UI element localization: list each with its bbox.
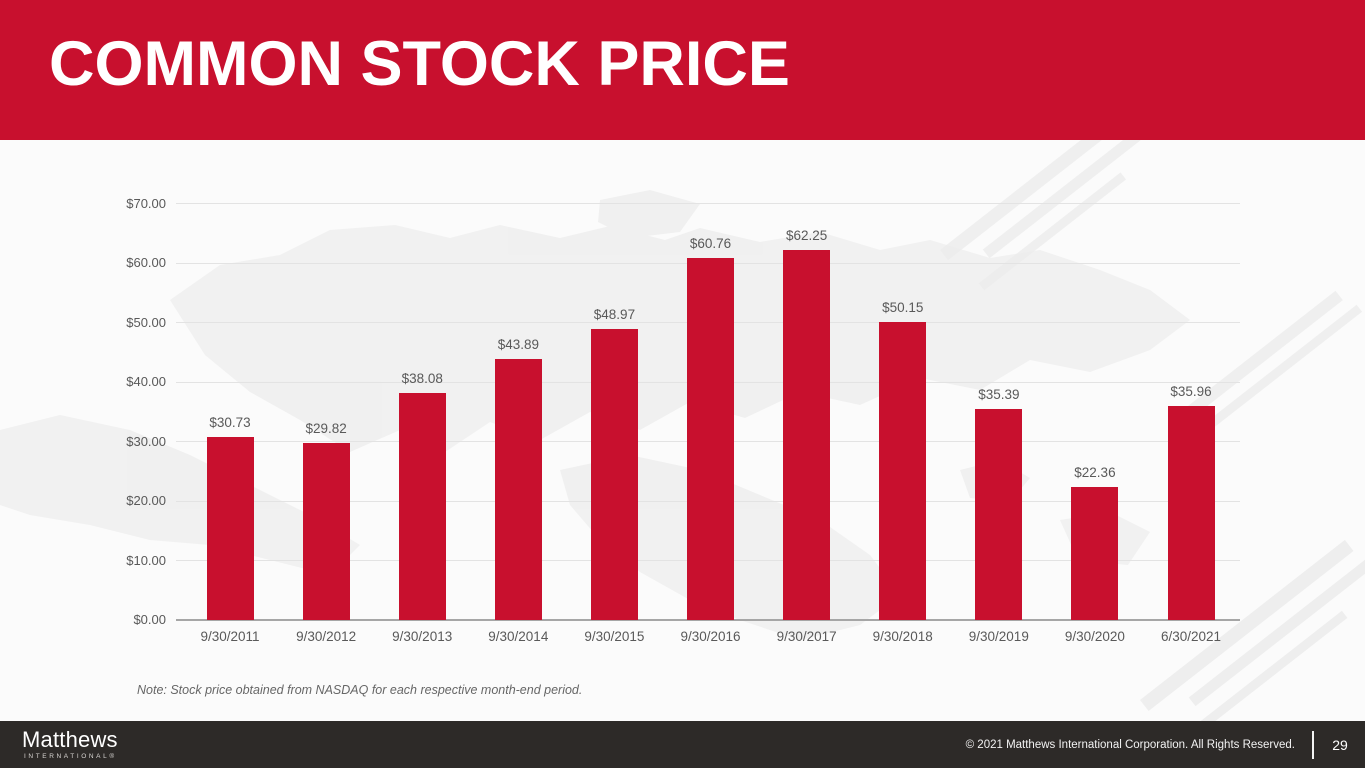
- x-tick-label: 9/30/2019: [968, 629, 1029, 644]
- bar-value-label: $43.89: [497, 336, 539, 352]
- y-tick-label: $0.00: [133, 612, 166, 627]
- y-tick-label: $60.00: [126, 255, 166, 270]
- y-tick-label: $40.00: [126, 374, 166, 389]
- bar: [302, 442, 350, 620]
- bar-value-label: $62.25: [785, 227, 828, 243]
- bar: [783, 249, 831, 620]
- x-tick-label: 9/30/2011: [200, 629, 260, 644]
- gridline: [176, 203, 1240, 204]
- footer-divider: [1312, 730, 1314, 759]
- slide-header: COMMON STOCK PRICE: [0, 0, 1365, 140]
- y-tick-label: $50.00: [126, 314, 166, 330]
- bar: [206, 437, 254, 620]
- copyright-text: © 2021 Matthews International Corporatio…: [965, 738, 1295, 751]
- bar-value-label: $48.97: [593, 306, 636, 322]
- x-tick-label: 9/30/2018: [872, 629, 933, 644]
- chart-note: Note: Stock price obtained from NASDAQ f…: [137, 683, 583, 697]
- bar: [975, 409, 1023, 620]
- bar-value-label: $35.96: [1170, 384, 1212, 400]
- bar-value-label: $60.76: [689, 236, 732, 252]
- x-tick-label: 9/30/2013: [392, 629, 453, 644]
- logo-wordmark: Matthews: [22, 726, 118, 752]
- bar-value-label: $50.15: [882, 299, 924, 315]
- y-tick-label: $20.00: [126, 493, 166, 508]
- bar-value-label: $29.82: [305, 420, 347, 436]
- x-axis-line: [176, 619, 1240, 621]
- page-number: 29: [1332, 736, 1348, 753]
- bar: [879, 321, 927, 620]
- page-title: COMMON STOCK PRICE: [49, 29, 790, 99]
- bar: [1071, 486, 1119, 620]
- matthews-logo: Matthews INTERNATIONAL®: [22, 726, 118, 761]
- logo-subtext: INTERNATIONAL®: [24, 752, 117, 760]
- y-tick-label: $10.00: [126, 552, 166, 568]
- bar: [1167, 406, 1215, 620]
- bar: [687, 258, 735, 620]
- footer-right-group: © 2021 Matthews International Corporatio…: [965, 730, 1351, 759]
- bar: [590, 328, 638, 620]
- x-tick-label: 9/30/2014: [488, 629, 549, 644]
- x-tick-label: 6/30/2021: [1160, 629, 1222, 644]
- y-tick-label: $70.00: [126, 195, 166, 211]
- bar-value-label: $35.39: [978, 387, 1020, 403]
- x-tick-label: 9/30/2012: [296, 629, 357, 644]
- bar-value-label: $22.36: [1074, 464, 1116, 480]
- bar: [494, 358, 542, 620]
- x-tick-label: 9/30/2016: [680, 629, 741, 644]
- x-tick-label: 9/30/2020: [1064, 629, 1125, 644]
- x-tick-label: 9/30/2017: [776, 629, 837, 644]
- slide-footer: Matthews INTERNATIONAL® © 2021 Matthews …: [0, 721, 1365, 768]
- y-tick-label: $30.00: [126, 433, 166, 449]
- bar-value-label: $30.73: [209, 415, 251, 431]
- bar-value-label: $38.08: [401, 371, 443, 387]
- bar: [398, 393, 446, 620]
- x-tick-label: 9/30/2015: [584, 629, 645, 644]
